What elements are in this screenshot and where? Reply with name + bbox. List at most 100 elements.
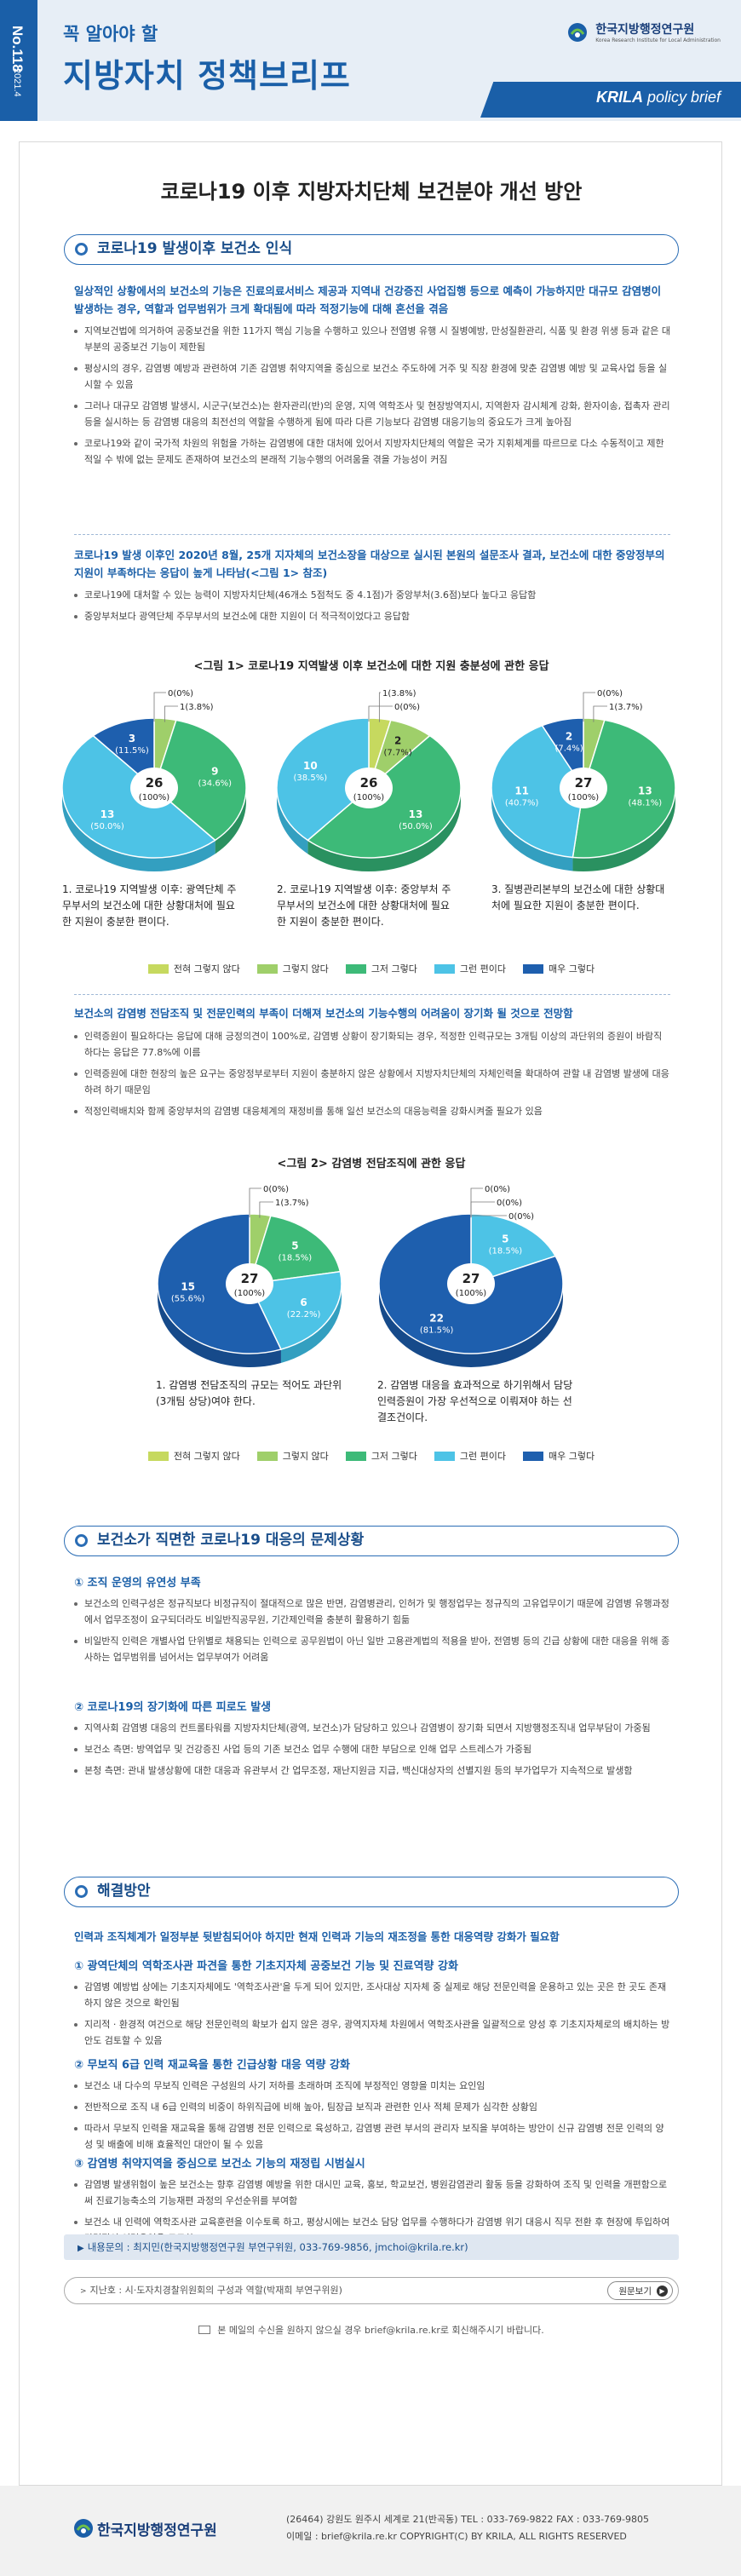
pie-side bbox=[158, 1284, 342, 1367]
pie-slice-side bbox=[158, 1284, 281, 1367]
pie-slice-label: (11.5%) bbox=[115, 746, 149, 756]
chevron-right-icon: > bbox=[80, 2287, 87, 2296]
pie-slice-label: 0(0%) bbox=[394, 703, 420, 712]
legend-label: 그저 그렇다 bbox=[370, 963, 417, 975]
arrow-right-icon: ▶ bbox=[657, 2286, 668, 2297]
pie-chart-1: 26 (100%) 0(0%) 1(3.8%) 9 (34.6%) 13 (50.0%) 3 (1… bbox=[52, 679, 256, 875]
view-original-label: 원문보기 bbox=[618, 2286, 652, 2297]
bullet-item: 코로나19와 같이 국가적 차원의 위험을 가하는 감염병에 대한 대처에 있어… bbox=[74, 435, 670, 468]
bullet-list: 보건소 내 다수의 무보직 인력은 구성원의 사기 저하를 초래하며 조직에 부… bbox=[74, 2078, 670, 2158]
legend-swatch bbox=[345, 963, 366, 974]
bullet-item: 감염병 발생위험이 높은 보건소는 향후 감염병 예방을 위한 대시민 교육, … bbox=[74, 2176, 670, 2209]
legend-item: 전혀 그렇지 않다 bbox=[147, 962, 240, 975]
legend-item: 그런 편이다 bbox=[434, 1449, 506, 1463]
figure-caption: 2. 감염병 대응을 효과적으로 하기위해서 담당 인력증원이 가장 우선적으로… bbox=[377, 1379, 573, 1423]
pie-slice-value: 9 bbox=[211, 766, 218, 778]
pie-total-pct: (100%) bbox=[568, 793, 599, 802]
pie-slice-label: (34.6%) bbox=[198, 779, 233, 789]
pie-slice-value: 5 bbox=[502, 1233, 508, 1245]
pie-slice-side bbox=[280, 1284, 342, 1364]
subheading: ③ 감염병 취약지역을 중심으로 보건소 기능의 재정립 시범실시 bbox=[74, 2158, 365, 2171]
pie-svg: 27 (100%) 0(0%) 1(3.7%) 13 (48.1%) 11 (40.7%) 2 (… bbox=[491, 689, 676, 871]
pie-side bbox=[491, 788, 675, 871]
pie-slice-side bbox=[491, 788, 573, 871]
pie-total-pct: (100%) bbox=[139, 793, 169, 802]
footer-address-line: (26464) 강원도 원주시 세계로 21(반곡동) TEL : 033-76… bbox=[286, 2514, 649, 2525]
legend-swatch bbox=[147, 1451, 169, 1461]
legend-label: 그저 그렇다 bbox=[370, 1451, 417, 1462]
pie-chart-3: 27 (100%) 0(0%) 1(3.7%) 13 (48.1%) 11 (40.7%) 2 (… bbox=[481, 679, 686, 875]
prev-issue-text: 지난호 : 시·도자치경찰위원회의 구성과 역할(박재희 부연구위원) bbox=[89, 2285, 342, 2296]
pie-callout-line bbox=[259, 1201, 273, 1218]
doc-title: 코로나19 이후 지방자치단체 보건분야 개선 방안 bbox=[160, 180, 583, 204]
pie-slice-label: 1(3.7%) bbox=[275, 1199, 309, 1208]
bullet-list: 코로나19에 대처할 수 있는 능력이 지방자치단체(46개소 5점척도 중 4… bbox=[74, 587, 670, 630]
pie-callout-line bbox=[583, 692, 595, 722]
footer-org: 한국지방행정연구원 bbox=[97, 2522, 217, 2539]
legend-swatch bbox=[523, 1451, 544, 1461]
legend-label: 그렇지 않다 bbox=[282, 963, 329, 975]
pie-chart-2: 26 (100%) 1(3.8%) 2 (7.7%) 13 (50.0%) 10 (38.5%)… bbox=[267, 679, 471, 875]
pie-slice-value: 22 bbox=[429, 1313, 444, 1325]
pie-slice-value: 13 bbox=[409, 808, 423, 820]
pie-slice bbox=[92, 717, 155, 790]
pie-callout-line bbox=[378, 692, 381, 722]
bullet-item: 지리적 · 환경적 여건으로 해당 전문인력의 확보가 쉽지 않은 경우, 광역… bbox=[74, 2016, 670, 2049]
arrow-right-icon: ▶ bbox=[78, 2244, 84, 2253]
pie-slice-label: 1(3.8%) bbox=[382, 689, 416, 699]
pie-slice-side bbox=[215, 788, 246, 854]
figure-caption: 3. 질병관리본부의 보건소에 대한 상황대처에 필요한 지원이 충분한 편이다… bbox=[491, 883, 665, 911]
pie-slice-label: (7.4%) bbox=[554, 745, 583, 754]
pie-slice-label: (18.5%) bbox=[279, 1254, 313, 1263]
header-banner bbox=[37, 0, 741, 121]
legend-item: 그런 편이다 bbox=[434, 962, 506, 975]
pie-svg: 27 (100%) 0(0%) 0(0%) 0(0%) 5(18.5%) 22(81.5%) bbox=[378, 1185, 564, 1367]
bullet-item: 비일반직 인력은 개별사업 단위별로 채용되는 인력으로 공무원법이 아닌 일반… bbox=[74, 1633, 670, 1665]
divider bbox=[74, 534, 670, 535]
bullet-item: 코로나19에 대처할 수 있는 능력이 지방자치단체(46개소 5점척도 중 4… bbox=[74, 587, 670, 603]
pie-slice-value: 10 bbox=[303, 760, 318, 772]
figure-title: <그림 1> 코로나19 지역발생 이후 보건소에 대한 지원 충분성에 관한 … bbox=[193, 660, 549, 673]
pie-slice-label: 1(3.7%) bbox=[609, 703, 643, 712]
pie-slice-side bbox=[277, 788, 308, 854]
org-name-en: Korea Research Institute for Local Admin… bbox=[595, 37, 721, 43]
pie-slice-label: (7.7%) bbox=[384, 749, 412, 758]
legend-swatch bbox=[256, 1451, 278, 1461]
view-original-button[interactable]: 원문보기 ▶ bbox=[607, 2281, 673, 2300]
figure-caption: 1. 감염병 전담조직의 규모는 적어도 과단위(3개팀 상당)여야 한다. bbox=[156, 1379, 342, 1407]
legend-item: 그렇지 않다 bbox=[256, 1449, 329, 1463]
pie-slice-side bbox=[379, 1284, 563, 1367]
bullet-item: 보건소 내 다수의 무보직 인력은 구성원의 사기 저하를 초래하며 조직에 부… bbox=[74, 2078, 670, 2094]
pie-callout-line bbox=[368, 705, 393, 722]
content-card: 코로나19 이후 지방자치단체 보건분야 개선 방안 코로나19 발생이후 보건… bbox=[19, 141, 722, 2486]
bullet-item: 따라서 무보직 인력을 재교육을 통해 감염병 전문 인력으로 육성하고, 감염… bbox=[74, 2120, 670, 2153]
pie-callout-line bbox=[470, 1201, 495, 1218]
issue-badge: No.118 2021.4 bbox=[0, 0, 37, 121]
pie-total-label: 27 bbox=[575, 775, 593, 791]
pie-slice-label: 0(0%) bbox=[508, 1212, 534, 1222]
legend-label: 그렇지 않다 bbox=[282, 1451, 329, 1462]
pie-slice-label: (50.0%) bbox=[90, 822, 124, 831]
bullet-list: 지역보건법에 의거하여 공중보건을 위한 11가지 핵심 기능을 수행하고 있으… bbox=[74, 323, 670, 473]
contact-text: 내용문의 : 최지민(한국지방행정연구원 부연구위원, 033-769-9856… bbox=[87, 2241, 468, 2253]
pie-svg: 26 (100%) 1(3.8%) 2 (7.7%) 13 (50.0%) 10(38.5%)… bbox=[276, 689, 462, 871]
legend-item: 매우 그렇다 bbox=[523, 962, 595, 975]
section-heading-text: 보건소가 직면한 코로나19 대응의 문제상황 bbox=[97, 1532, 365, 1549]
pie-svg: 27 (100%) 0(0%) 1(3.7%) 5 (18.5%) 6 (22.2%) 15 (5… bbox=[157, 1185, 342, 1367]
pie-slice-value: 15 bbox=[181, 1281, 195, 1293]
pie-center bbox=[130, 768, 178, 808]
pie-slice bbox=[153, 719, 247, 842]
figure-caption: 1. 코로나19 지역발생 이후: 광역단체 주무부서의 보건소에 대한 상황대… bbox=[62, 883, 237, 928]
pie-total-label: 26 bbox=[360, 775, 378, 791]
pie-slice-value: 13 bbox=[638, 785, 652, 797]
pie-slice-label: (40.7%) bbox=[505, 799, 539, 808]
legend-swatch bbox=[256, 963, 278, 974]
pie-slice-label: 0(0%) bbox=[597, 689, 623, 699]
legend-swatch bbox=[434, 963, 455, 974]
legend-item: 그저 그렇다 bbox=[345, 962, 417, 975]
legend-swatch bbox=[147, 963, 169, 974]
pie-svg: 26 (100%) 0(0%) 1(3.8%) 9(34.6%) 13 (50.0%) 3(1… bbox=[61, 689, 247, 871]
bullet-item: 전반적으로 조직 내 6급 인력의 비중이 하위직급에 비해 높아, 팀장급 보… bbox=[74, 2099, 670, 2115]
legend-label: 매우 그렇다 bbox=[549, 963, 595, 975]
subheading: ② 무보직 6급 인력 재교육을 통한 긴급상황 대응 역량 강화 bbox=[74, 2059, 350, 2072]
